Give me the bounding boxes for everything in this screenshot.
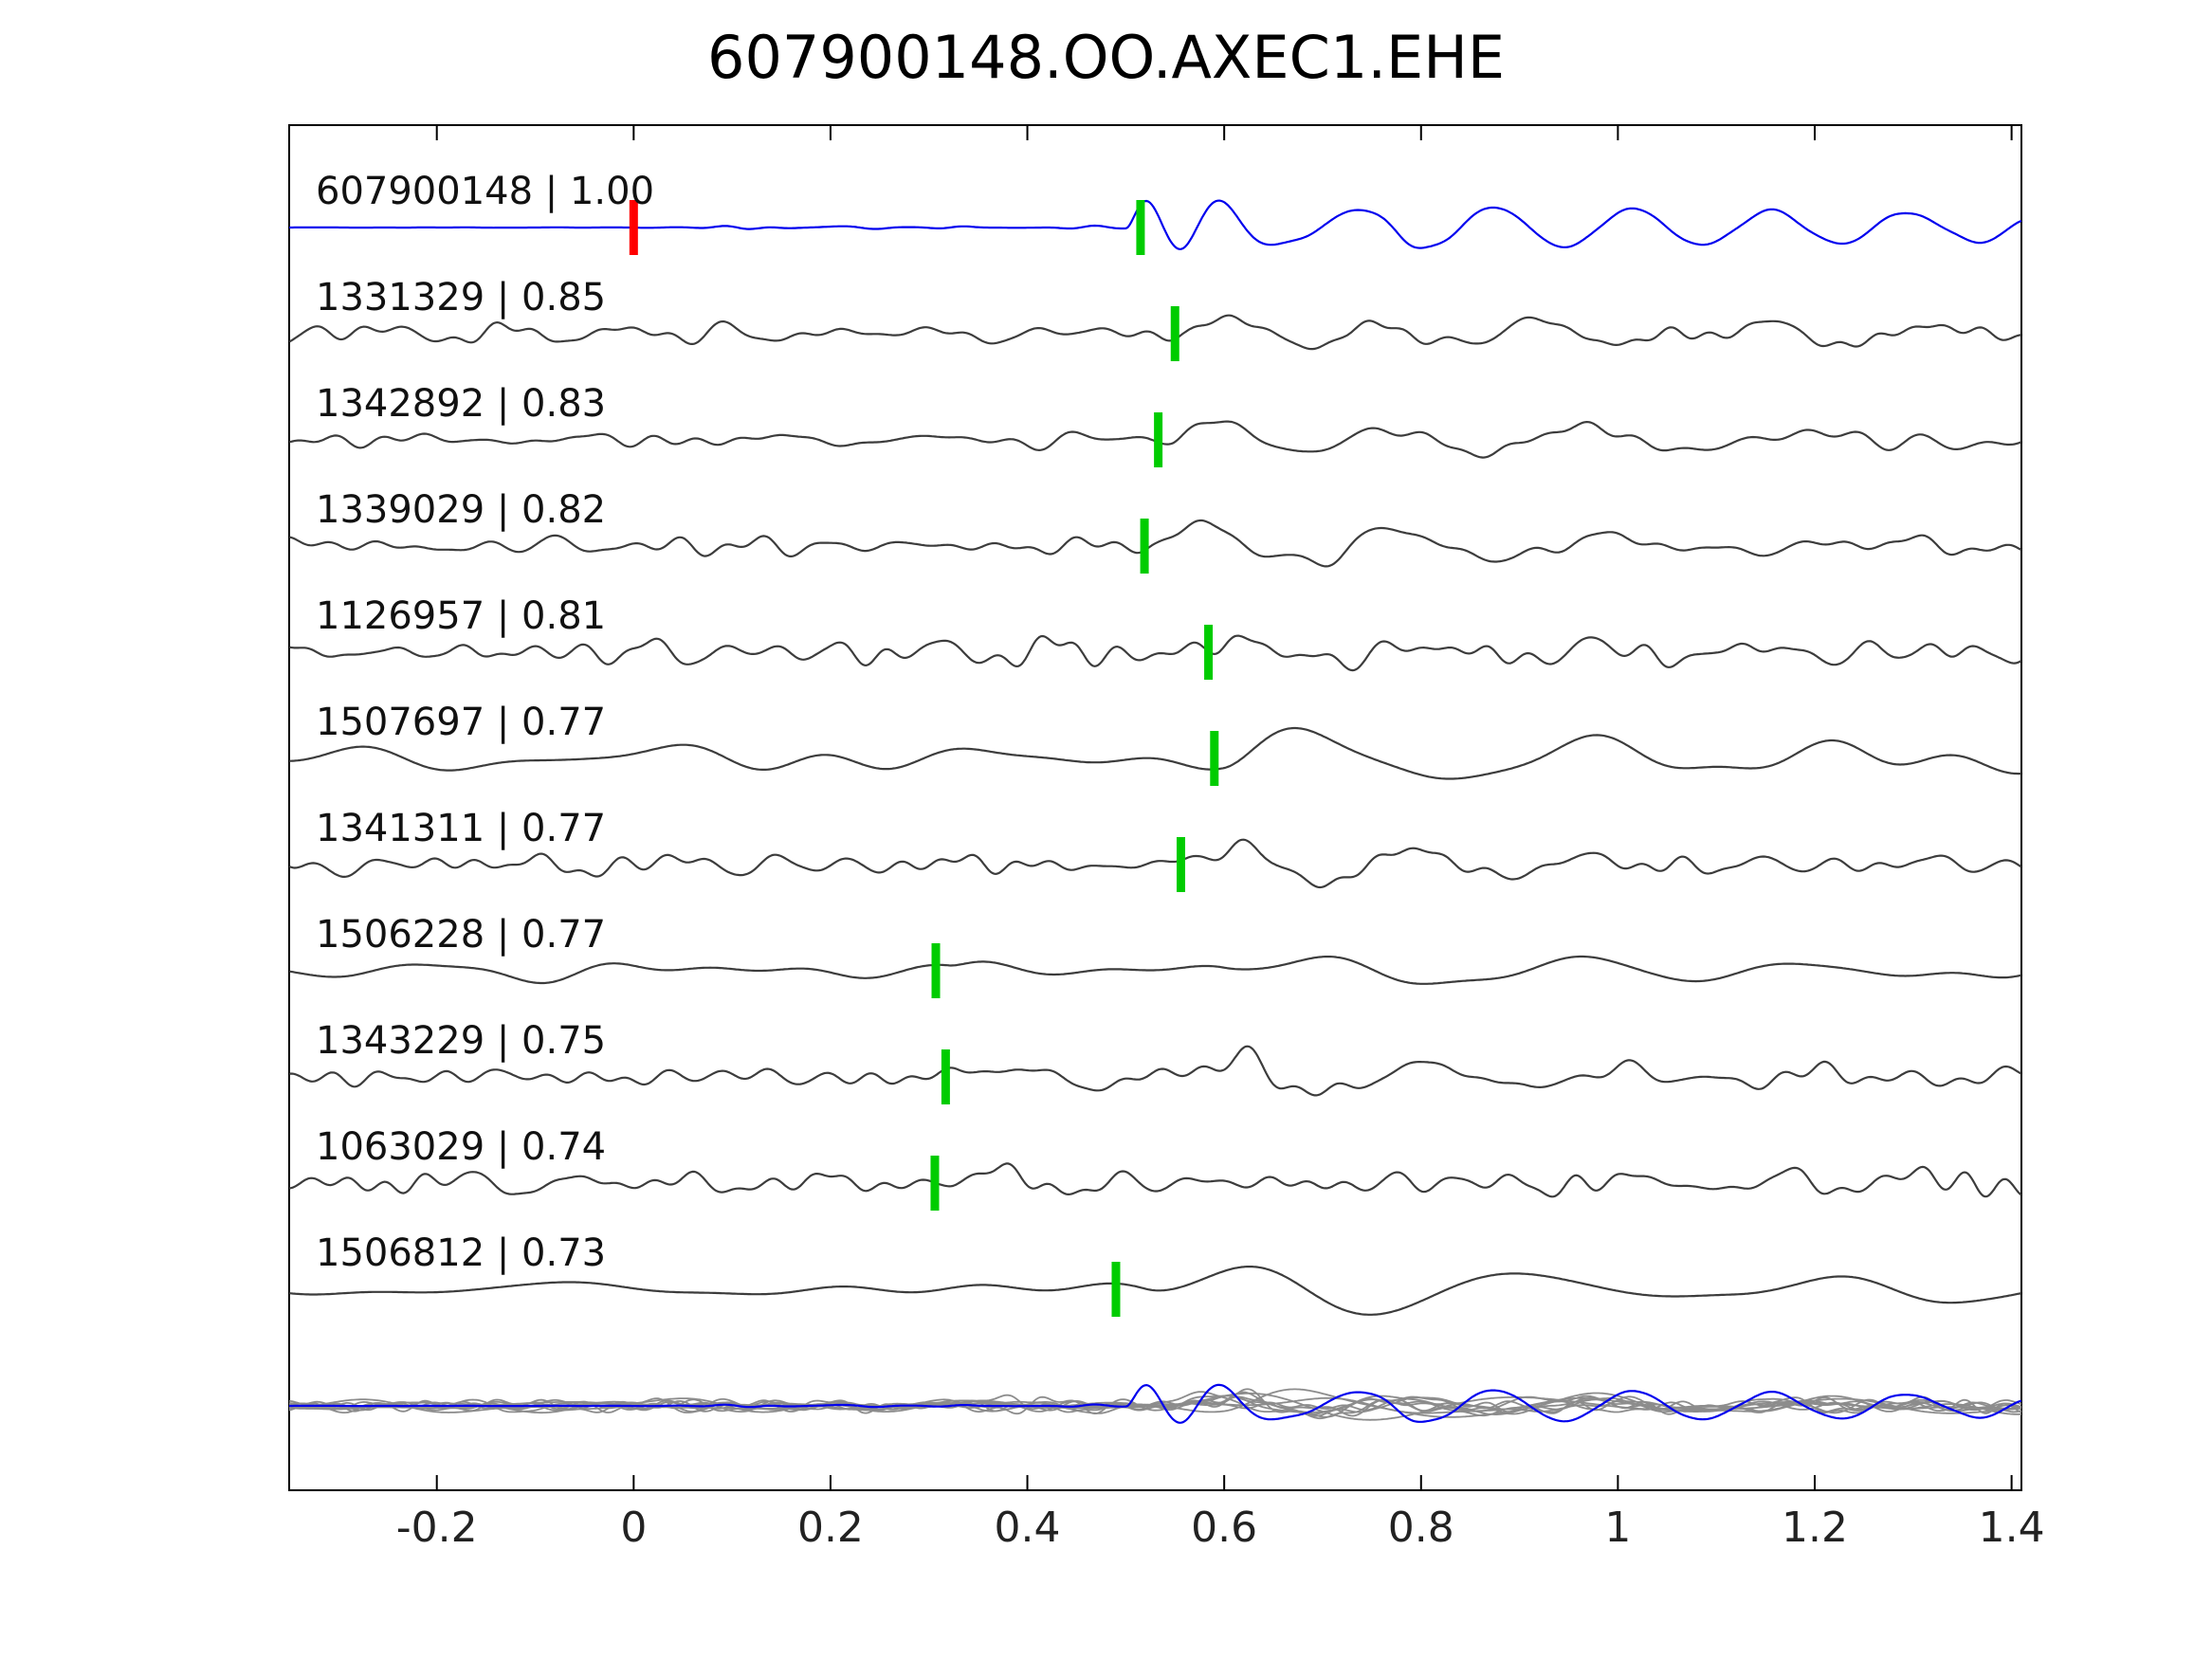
pick-marker-1342892 <box>1154 412 1163 467</box>
x-tick-label: 1 <box>1604 1504 1632 1552</box>
plot-frame <box>288 124 2022 1491</box>
pick-marker-1343229 <box>941 1049 950 1104</box>
waveform-trace-1341311 <box>288 838 2022 889</box>
x-tick-label: -0.2 <box>395 1504 478 1552</box>
chart-title: 607900148.OO.AXEC1.EHE <box>707 23 1505 92</box>
trace-label-1507697: 1507697 | 0.77 <box>316 701 607 744</box>
pick-marker-1506228 <box>931 943 941 998</box>
x-tick-label: 0.6 <box>1191 1504 1258 1552</box>
overlay-template-trace <box>289 1383 2022 1424</box>
waveform-trace-1126957 <box>288 634 2022 672</box>
trace-label-1506812: 1506812 | 0.73 <box>316 1231 607 1275</box>
pick-marker-1341311 <box>1176 837 1185 892</box>
waveform-trace-1507697 <box>288 726 2022 780</box>
x-tick-label: 0.2 <box>796 1504 864 1552</box>
x-tick-label: 1.2 <box>1782 1504 1848 1552</box>
x-tick-label: 0 <box>620 1504 648 1552</box>
trace-label-1331329: 1331329 | 0.85 <box>316 276 607 319</box>
trace-label-1506228: 1506228 | 0.77 <box>316 913 607 957</box>
pick-marker-1126957 <box>1204 625 1214 680</box>
waveform-trace-1063029 <box>288 1162 2022 1198</box>
x-tick-label: 1.4 <box>1978 1504 2045 1552</box>
waveform-trace-1331329 <box>288 314 2022 351</box>
pick-marker-607900148 <box>1136 200 1145 255</box>
pick-marker-1331329 <box>1170 306 1179 361</box>
waveform-trace-607900148 <box>289 199 2022 250</box>
trace-label-1343229: 1343229 | 0.75 <box>316 1019 607 1063</box>
waveform-trace-1506228 <box>288 955 2022 985</box>
trace-label-1063029: 1063029 | 0.74 <box>316 1125 607 1169</box>
template-time-marker-607900148 <box>629 200 638 255</box>
trace-label-1342892: 1342892 | 0.83 <box>316 382 607 426</box>
waveform-trace-1506812 <box>288 1266 2022 1316</box>
trace-label-1126957: 1126957 | 0.81 <box>316 594 607 638</box>
waveform-trace-1343229 <box>288 1045 2022 1097</box>
pick-marker-1506812 <box>1111 1262 1121 1317</box>
trace-label-607900148: 607900148 | 1.00 <box>316 170 655 213</box>
waveform-trace-1339029 <box>288 519 2022 568</box>
pick-marker-1063029 <box>930 1156 940 1211</box>
x-tick-label: 0.8 <box>1387 1504 1454 1552</box>
x-tick-label: 0.4 <box>994 1504 1061 1552</box>
pick-marker-1339029 <box>1140 519 1149 574</box>
pick-marker-1507697 <box>1210 731 1219 786</box>
trace-label-1339029: 1339029 | 0.82 <box>316 488 607 532</box>
trace-label-1341311: 1341311 | 0.77 <box>316 807 607 850</box>
